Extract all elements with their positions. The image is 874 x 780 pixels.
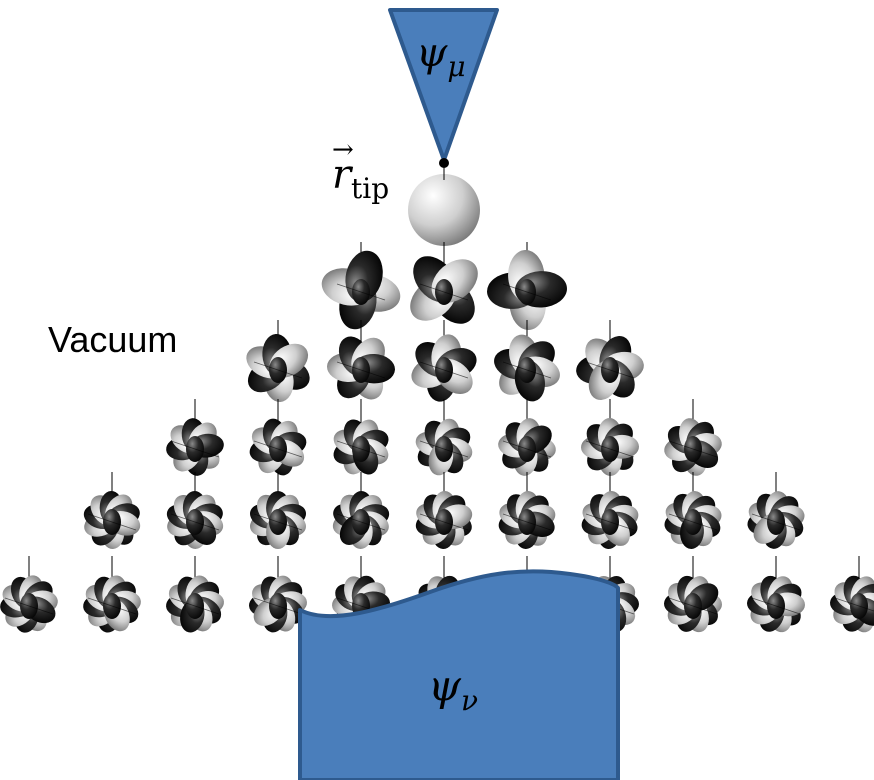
spherical-harmonics-pyramid bbox=[0, 162, 874, 633]
orbital-l4-m-2 bbox=[250, 472, 306, 549]
orbital-l2-m2 bbox=[576, 320, 644, 400]
orbital-l5-m-4 bbox=[83, 556, 141, 633]
orbital-l5-m-2 bbox=[249, 556, 307, 633]
orbital-l5-m5 bbox=[830, 556, 874, 633]
orbital-l5-m4 bbox=[747, 556, 805, 633]
orbital-l2-m-2 bbox=[246, 320, 310, 402]
orbital-l3-m1 bbox=[498, 399, 556, 476]
orbital-l4-m-4 bbox=[83, 472, 141, 549]
sample-wavefunction-label: ψν bbox=[428, 661, 478, 717]
orbital-l4-m3 bbox=[664, 472, 722, 549]
orbital-l3-m-2 bbox=[249, 399, 307, 476]
orbital-l4-m2 bbox=[581, 472, 639, 549]
orbital-l3-m-3 bbox=[166, 399, 224, 476]
tip-cone bbox=[388, 8, 499, 162]
sample-block bbox=[298, 569, 620, 780]
orbital-l4-m1 bbox=[498, 472, 556, 549]
orbital-l5-m3 bbox=[664, 556, 722, 633]
orbital-l1-m1 bbox=[487, 242, 567, 330]
orbital-l4-m0 bbox=[415, 472, 473, 549]
orbital-l2-m1 bbox=[494, 320, 560, 402]
r-tip-subscript: tip bbox=[351, 172, 389, 205]
orbital-l2-m-1 bbox=[327, 320, 395, 400]
orbital-l5-m-5 bbox=[0, 556, 58, 633]
orbital-l3-m0 bbox=[415, 399, 473, 476]
orbital-l2-m0 bbox=[411, 320, 477, 402]
orbital-l3-m-1 bbox=[333, 399, 389, 475]
orbital-l4-m-1 bbox=[332, 472, 390, 549]
orbital-l5-m-3 bbox=[166, 556, 224, 633]
tip-apex-dot bbox=[439, 158, 449, 168]
tip: ψμ bbox=[388, 8, 499, 180]
orbital-l3-m2 bbox=[581, 399, 639, 476]
r-tip-arrow: → bbox=[332, 135, 354, 165]
sample: ψν bbox=[298, 569, 620, 780]
r-tip-vector: r bbox=[332, 152, 354, 198]
tip-wavefunction-label: ψμ bbox=[416, 30, 466, 83]
orbital-l3-m3 bbox=[664, 399, 722, 476]
orbital-l4-m4 bbox=[747, 472, 805, 549]
orbital-l1-m0 bbox=[410, 242, 478, 324]
orbital-l4-m-3 bbox=[166, 472, 224, 549]
tip-position-label: → r tip bbox=[332, 135, 389, 205]
orbital-l1-m-1 bbox=[321, 242, 401, 330]
vacuum-label: Vacuum bbox=[48, 319, 177, 360]
